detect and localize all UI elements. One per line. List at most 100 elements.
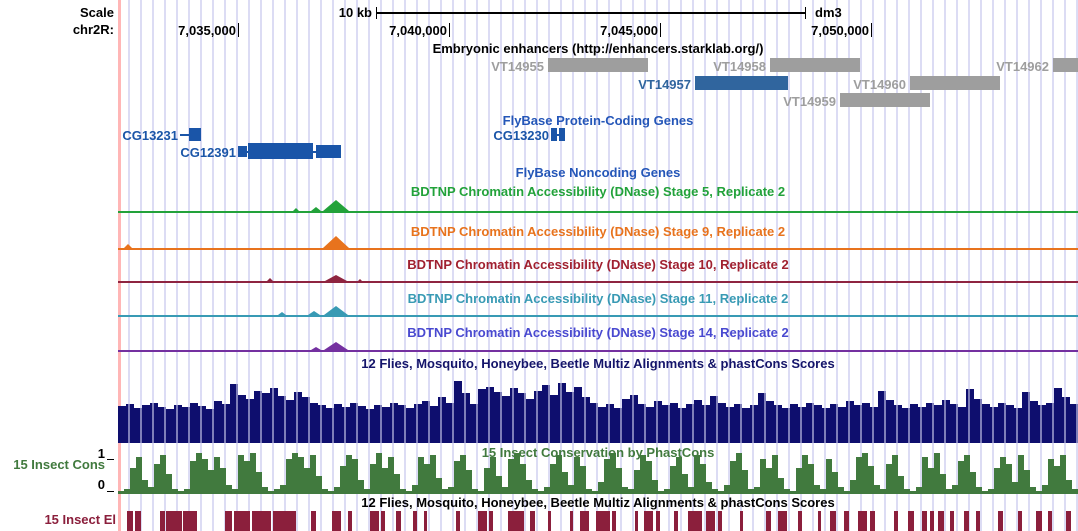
conserved-element-block[interactable] [127, 511, 133, 531]
conserved-element-block[interactable] [1036, 511, 1042, 531]
conserved-element-block[interactable] [922, 511, 927, 531]
histogram-bar [994, 468, 1000, 493]
conserved-element-block[interactable] [570, 511, 573, 531]
conserved-element-block[interactable] [183, 511, 197, 531]
enhancer-box-VT14959[interactable] [840, 93, 930, 107]
multiz-alignment-histogram[interactable] [118, 376, 1078, 443]
conserved-element-block[interactable] [644, 511, 653, 531]
gene-exon-CG13231[interactable] [189, 128, 201, 141]
conserved-element-block[interactable] [348, 511, 352, 531]
gene-exon-CG12391[interactable] [238, 146, 247, 157]
conserved-element-block[interactable] [252, 511, 271, 531]
conserved-element-block[interactable] [478, 511, 487, 531]
conserved-element-block[interactable] [706, 511, 715, 531]
conserved-element-block[interactable] [740, 511, 743, 531]
phastcons-histogram[interactable] [118, 451, 1078, 494]
bdtnp-signal-baseline-2[interactable] [118, 281, 1078, 283]
conserved-element-block[interactable] [596, 511, 610, 531]
conserved-element-block[interactable] [798, 511, 802, 531]
scale-bar [376, 12, 806, 14]
conserved-element-block[interactable] [718, 511, 722, 531]
conserved-element-block[interactable] [370, 511, 379, 531]
conserved-element-block[interactable] [635, 511, 638, 531]
enhancer-label-VT14958: VT14958 [713, 59, 766, 74]
conserved-element-block[interactable] [894, 511, 898, 531]
conserved-element-block[interactable] [688, 511, 702, 531]
histogram-bar [424, 464, 430, 493]
conserved-element-block[interactable] [234, 511, 250, 531]
track-title-flybase-noncoding: FlyBase Noncoding Genes [515, 165, 681, 180]
histogram-bar [854, 405, 862, 443]
conserved-element-block[interactable] [1048, 511, 1052, 531]
enhancer-box-VT14957[interactable] [695, 76, 788, 90]
conserved-element-block[interactable] [612, 511, 616, 531]
conserved-element-block[interactable] [456, 511, 460, 531]
histogram-bar [880, 489, 886, 493]
conserved-element-block[interactable] [908, 511, 914, 531]
histogram-bar [304, 468, 310, 493]
bdtnp-signal-baseline-4[interactable] [118, 350, 1078, 352]
bdtnp-signal-baseline-0[interactable] [118, 211, 1078, 213]
histogram-bar [278, 396, 286, 443]
conserved-element-block[interactable] [998, 511, 1003, 531]
histogram-bar [942, 400, 950, 443]
histogram-bar [766, 401, 774, 443]
conserved-element-block[interactable] [166, 511, 182, 531]
conserved-element-block[interactable] [938, 511, 944, 531]
enhancer-box-VT14960[interactable] [910, 76, 1000, 90]
conserved-element-block[interactable] [225, 511, 232, 531]
conserved-element-block[interactable] [1018, 511, 1022, 531]
conserved-element-block[interactable] [674, 511, 678, 531]
conserved-element-block[interactable] [489, 511, 493, 531]
bdtnp-signal-baseline-1[interactable] [118, 248, 1078, 250]
histogram-bar [286, 459, 292, 493]
enhancer-box-VT14958[interactable] [770, 58, 860, 72]
histogram-bar [364, 489, 370, 493]
conserved-element-block[interactable] [273, 511, 296, 531]
conserved-element-block[interactable] [930, 511, 934, 531]
conserved-element-block[interactable] [950, 511, 954, 531]
conserved-element-block[interactable] [976, 511, 980, 531]
gene-exon-CG13230[interactable] [551, 128, 557, 141]
conserved-element-block[interactable] [858, 511, 867, 531]
conserved-element-block[interactable] [396, 511, 401, 531]
conserved-element-block[interactable] [508, 511, 524, 531]
conserved-element-block[interactable] [548, 511, 551, 531]
histogram-bar [902, 408, 910, 443]
histogram-bar [174, 405, 182, 443]
conserved-element-block[interactable] [766, 511, 771, 531]
conserved-element-block[interactable] [830, 511, 836, 531]
histogram-bar [270, 388, 278, 443]
conserved-element-block[interactable] [778, 511, 787, 531]
histogram-bar [244, 461, 250, 493]
histogram-bar [926, 403, 934, 443]
histogram-bar [686, 404, 694, 443]
conserved-element-block[interactable] [413, 511, 417, 531]
conserved-element-block[interactable] [530, 511, 535, 531]
gene-line-CG13230[interactable] [551, 134, 565, 136]
histogram-bar [886, 400, 894, 443]
histogram-bar [316, 476, 322, 493]
histogram-bar [448, 487, 454, 493]
conserved-element-block[interactable] [580, 511, 589, 531]
conserved-element-block[interactable] [311, 511, 316, 531]
conserved-element-block[interactable] [332, 511, 341, 531]
conserved-element-block[interactable] [818, 511, 821, 531]
gene-exon-CG12391[interactable] [316, 145, 341, 158]
conserved-element-block[interactable] [964, 511, 969, 531]
enhancer-box-VT14962[interactable] [1053, 58, 1078, 72]
conserved-element-block[interactable] [135, 511, 141, 531]
conserved-element-block[interactable] [870, 511, 875, 531]
conserved-element-block[interactable] [160, 511, 165, 531]
gene-exon-CG13230[interactable] [559, 128, 565, 141]
conserved-element-block[interactable] [844, 511, 849, 531]
bdtnp-signal-baseline-3[interactable] [118, 315, 1078, 317]
gene-line-CG13231[interactable] [180, 134, 192, 136]
conserved-element-block[interactable] [1066, 511, 1071, 531]
conserved-element-block[interactable] [424, 511, 427, 531]
conserved-element-block[interactable] [656, 511, 660, 531]
gene-exon-CG12391[interactable] [248, 143, 313, 159]
enhancer-box-VT14955[interactable] [548, 58, 648, 72]
track-title-bdtnp-stage-0: BDTNP Chromatin Accessibility (DNase) St… [410, 184, 786, 199]
conserved-element-block[interactable] [381, 511, 385, 531]
